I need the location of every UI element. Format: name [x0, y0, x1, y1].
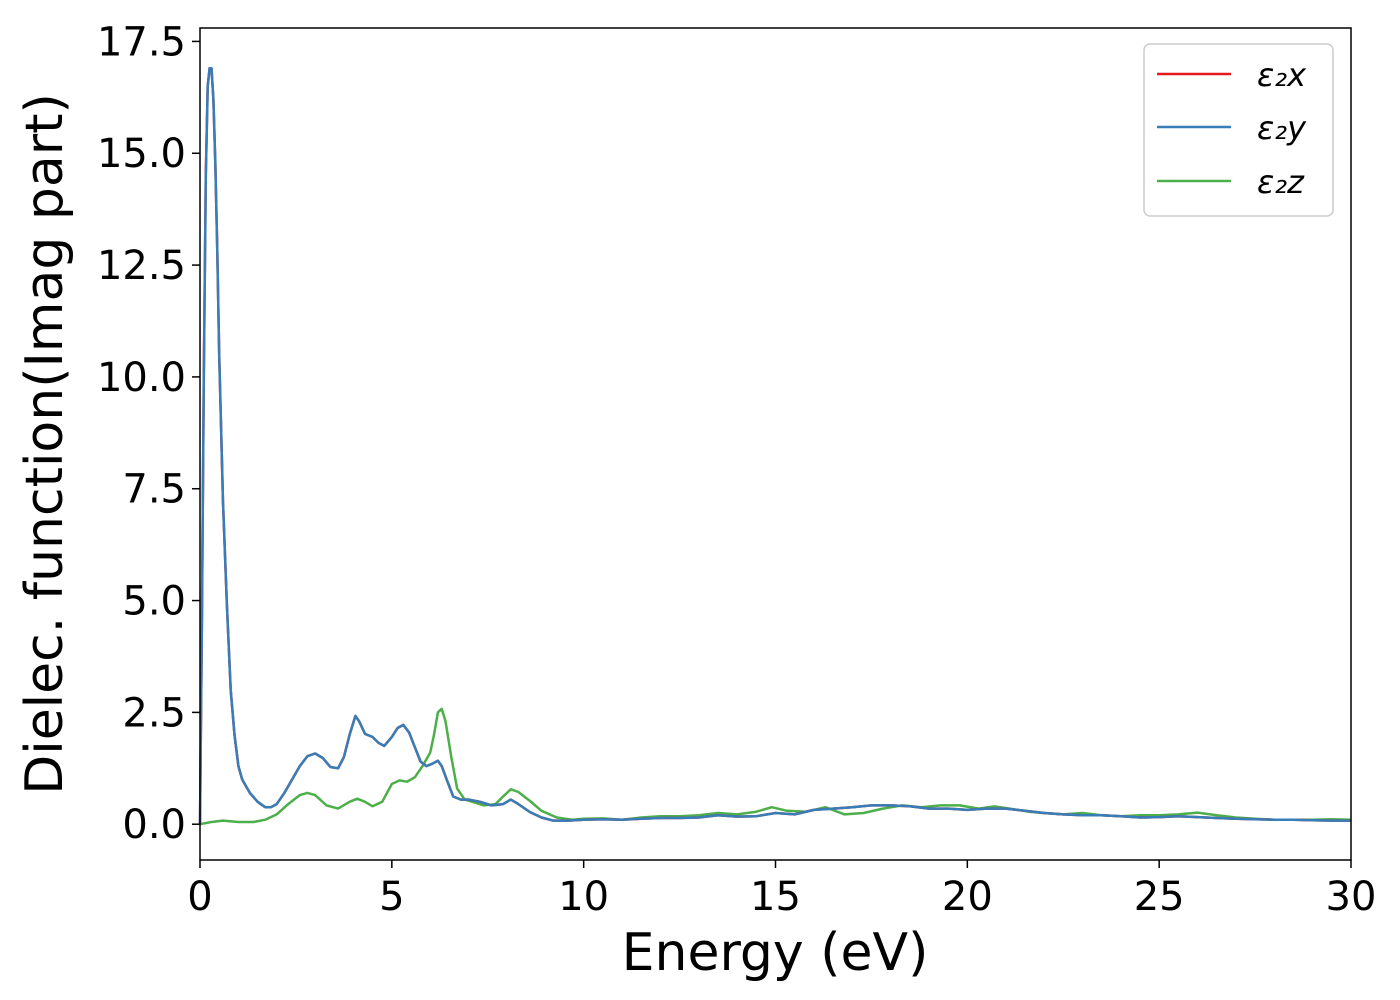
x-tick-label: 0	[187, 874, 212, 920]
y-tick-label: 15.0	[97, 131, 186, 177]
legend-label-eps2x: ε₂x	[1257, 56, 1307, 94]
series-line-eps2y	[198, 67, 1351, 825]
x-tick-label: 30	[1326, 874, 1377, 920]
y-tick-label: 0.0	[122, 802, 186, 848]
y-tick-label: 10.0	[97, 355, 186, 401]
y-axis: 0.0 2.5 5.0 7.5 10.0 12.5 15.0 17.5	[97, 19, 200, 848]
y-tick-label: 17.5	[97, 19, 186, 65]
x-axis-title: Energy (eV)	[622, 923, 929, 983]
y-tick-label: 2.5	[122, 690, 186, 736]
series-layer	[198, 67, 1352, 826]
x-axis: 0 5 10 15 20 25 30	[187, 860, 1376, 920]
x-tick-label: 5	[379, 874, 404, 920]
y-tick-label: 5.0	[122, 579, 186, 625]
y-tick-label: 12.5	[97, 243, 186, 289]
legend-label-eps2z: ε₂z	[1257, 163, 1305, 201]
x-tick-label: 20	[942, 874, 993, 920]
legend: ε₂x ε₂y ε₂z	[1143, 43, 1334, 217]
legend-label-eps2y: ε₂y	[1257, 109, 1307, 147]
x-tick-label: 15	[750, 874, 801, 920]
y-tick-label: 7.5	[122, 467, 186, 513]
x-tick-label: 25	[1134, 874, 1185, 920]
legend-box	[1143, 43, 1334, 217]
x-tick-label: 10	[558, 874, 609, 920]
y-axis-title: Dielec. function(Imag part)	[15, 93, 75, 795]
